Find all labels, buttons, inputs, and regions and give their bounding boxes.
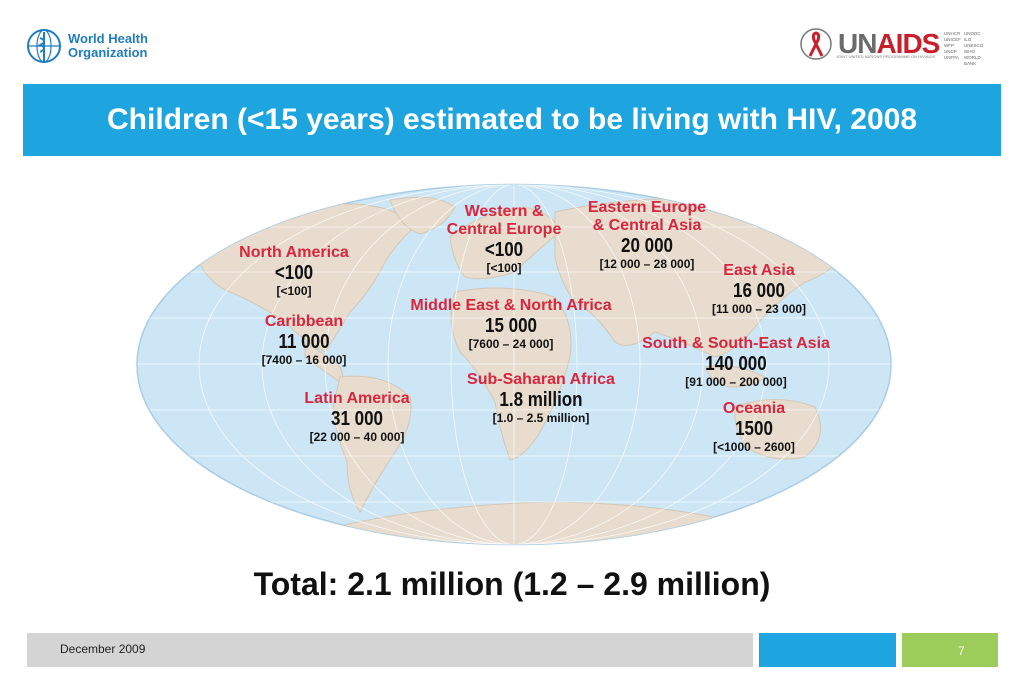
cosponsor: UNHCR (944, 31, 961, 36)
land-masses (137, 184, 891, 545)
world-map (135, 182, 893, 547)
region-name-line-2: & Central Asia (592, 217, 702, 234)
region-name-line-2: Central Europe (446, 221, 562, 238)
region-name: East Asia (723, 262, 795, 279)
cosponsor: UNODC (964, 31, 981, 36)
cosponsor: UNESCO (964, 43, 984, 48)
land-africa (450, 287, 572, 461)
region-name: Latin America (304, 390, 410, 407)
region-eastern-europe-central-asia: Eastern Europe & Central Asia 20 000 [12… (572, 199, 722, 272)
region-value: 31 000 (330, 408, 383, 430)
region-north-america: North America <100 [<100] (224, 244, 364, 299)
region-value: 16 000 (732, 280, 785, 302)
region-sub-saharan-africa: Sub-Saharan Africa 1.8 million [1.0 – 2.… (446, 371, 636, 426)
unaids-wordmark: UNAIDS (838, 28, 940, 60)
footer-green-block (902, 633, 998, 667)
region-range: [11 000 – 23 000] (711, 302, 807, 316)
footer-blue-block (759, 633, 896, 667)
region-name-line-1: Eastern Europe (587, 199, 707, 216)
land-greenland (389, 196, 456, 235)
cosponsor-list: UNHCR UNODC UNICEF ILO WFP UNESCO UNDP W… (944, 31, 984, 67)
cosponsor: WORLD BANK (964, 55, 981, 66)
region-value: 11 000 (278, 331, 330, 353)
region-value: <100 (274, 262, 314, 284)
land-southeast-asia (704, 365, 766, 388)
region-value: 1.8 million (499, 389, 583, 411)
region-range: [<100] (486, 261, 522, 275)
cosponsor: UNFPA (944, 55, 959, 60)
region-range: [91 000 – 200 000] (685, 375, 787, 389)
unaids-subtitle: JOINT UNITED NATIONS PROGRAMME ON HIV/AI… (836, 54, 936, 59)
region-name: Sub-Saharan Africa (467, 371, 615, 388)
footer-bar (27, 633, 753, 667)
who-line-1: World Health (68, 31, 148, 46)
region-name: Oceania (722, 400, 786, 417)
region-name: Caribbean (264, 313, 344, 330)
region-value: <100 (484, 239, 524, 261)
cosponsor: UNDP (944, 49, 957, 54)
unaids-logo: UNAIDS (798, 26, 940, 62)
region-value: 1500 (735, 418, 773, 440)
who-emblem-icon (27, 29, 61, 63)
region-value: 140 000 (705, 353, 767, 375)
region-latin-america: Latin America 31 000 [22 000 – 40 000] (287, 390, 427, 445)
region-name: North America (239, 244, 349, 261)
region-value: 15 000 (484, 315, 537, 337)
region-oceania: Oceania 1500 [<1000 – 2600] (694, 400, 814, 455)
land-europe (449, 206, 561, 280)
region-name: South & South-East Asia (642, 335, 830, 352)
cosponsor: WFP (944, 43, 954, 48)
region-name-line-1: Western & (464, 203, 544, 220)
region-range: [<1000 – 2600] (713, 440, 795, 454)
region-caribbean: Caribbean 11 000 [7400 – 16 000] (234, 313, 374, 368)
region-range: [<100] (276, 284, 312, 298)
unaids-un: UN (838, 28, 877, 59)
cosponsor: UNICEF (944, 37, 961, 42)
region-value: 20 000 (620, 235, 673, 257)
region-middle-east-north-africa: Middle East & North Africa 15 000 [7600 … (394, 297, 628, 352)
region-range: [22 000 – 40 000] (309, 430, 405, 444)
region-range: [1.0 – 2.5 million] (492, 411, 590, 425)
region-range: [7400 – 16 000] (261, 353, 347, 367)
unaids-aids: AIDS (876, 28, 940, 59)
who-logo: World Health Organization (26, 28, 148, 64)
region-western-central-europe: Western & Central Europe <100 [<100] (434, 203, 574, 276)
world-map-svg (136, 183, 892, 546)
region-range: [7600 – 24 000] (468, 337, 554, 351)
who-wordmark: World Health Organization (68, 32, 148, 60)
region-east-asia: East Asia 16 000 [11 000 – 23 000] (694, 262, 824, 317)
region-range: [12 000 – 28 000] (599, 257, 695, 271)
who-line-2: Organization (68, 45, 148, 60)
region-name: Middle East & North Africa (410, 297, 612, 314)
cosponsor: WHO (964, 49, 975, 54)
region-south-southeast-asia: South & South-East Asia 140 000 [91 000 … (628, 335, 844, 390)
red-ribbon-emblem-icon (800, 28, 832, 60)
title-bar: Children (<15 years) estimated to be liv… (23, 84, 1001, 156)
cosponsor: ILO (964, 37, 972, 42)
page-number: 7 (958, 644, 965, 658)
footer-date: December 2009 (60, 642, 146, 656)
slide-title: Children (<15 years) estimated to be liv… (107, 103, 917, 136)
graticule (137, 184, 891, 545)
total-estimate: Total: 2.1 million (1.2 – 2.9 million) (253, 566, 771, 602)
